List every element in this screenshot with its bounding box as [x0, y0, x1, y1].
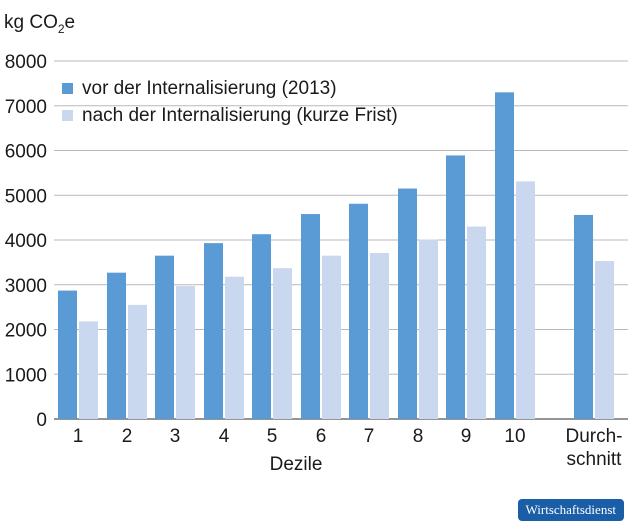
y-tick-label-6000: 6000 [5, 142, 47, 163]
bar-after-2 [128, 304, 147, 419]
bar-after-5 [273, 268, 292, 419]
y-tick-label-1000: 1000 [5, 365, 47, 386]
bar-before-1 [58, 290, 77, 419]
legend-swatch-2 [62, 110, 73, 121]
y-tick-label-5000: 5000 [5, 186, 47, 207]
x-axis-title: Dezile [270, 454, 323, 475]
bar-before-2 [107, 272, 126, 419]
x-tick-label-4: 4 [219, 426, 230, 447]
y-unit-text: kg CO [4, 12, 58, 33]
legend-label-2: nach der Internalisierung (kurze Frist) [82, 105, 398, 126]
bar-after-1 [79, 321, 98, 419]
bar-after-10 [516, 181, 535, 419]
y-tick-label-2000: 2000 [5, 321, 47, 342]
x-tick-label-9: 9 [461, 426, 472, 447]
x-tick-label-8: 8 [413, 426, 424, 447]
bar-after-4 [225, 276, 244, 419]
x-tick-label-10: 10 [504, 426, 525, 447]
x-tick-label-11: Durch-schnitt [565, 426, 622, 470]
x-tick-label-5: 5 [267, 426, 278, 447]
x-tick-label-1: 1 [73, 426, 84, 447]
bar-after-6 [322, 255, 341, 419]
bar-before-9 [446, 155, 465, 420]
y-tick-label-8000: 8000 [5, 52, 47, 73]
bar-before-7 [349, 203, 368, 419]
publisher-badge: Wirtschaftsdienst [517, 499, 624, 521]
bar-before-11 [574, 214, 593, 419]
bar-after-8 [419, 239, 438, 419]
y-axis-unit-label: kg CO2e [4, 12, 75, 36]
bar-before-5 [252, 234, 271, 419]
bar-after-11 [595, 261, 614, 419]
x-tick-label-6: 6 [316, 426, 327, 447]
y-tick-label-0: 0 [36, 410, 47, 431]
y-tick-label-7000: 7000 [5, 97, 47, 118]
legend-label-1: vor der Internalisierung (2013) [82, 78, 337, 99]
bar-before-6 [301, 214, 320, 419]
y-tick-label-4000: 4000 [5, 231, 47, 252]
x-tick-label-2: 2 [122, 426, 133, 447]
bar-before-8 [398, 188, 417, 419]
x-tick-label-7: 7 [364, 426, 375, 447]
y-unit-subscript: 2 [57, 21, 65, 36]
bar-before-4 [204, 243, 223, 419]
bar-after-7 [370, 252, 389, 419]
legend-swatch-1 [62, 83, 73, 94]
bar-before-3 [155, 255, 174, 419]
bar-after-3 [176, 286, 195, 419]
y-tick-label-3000: 3000 [5, 276, 47, 297]
y-unit-suffix: e [64, 12, 76, 33]
x-tick-label-3: 3 [170, 426, 181, 447]
bar-after-9 [467, 226, 486, 419]
bar-before-10 [495, 92, 514, 419]
